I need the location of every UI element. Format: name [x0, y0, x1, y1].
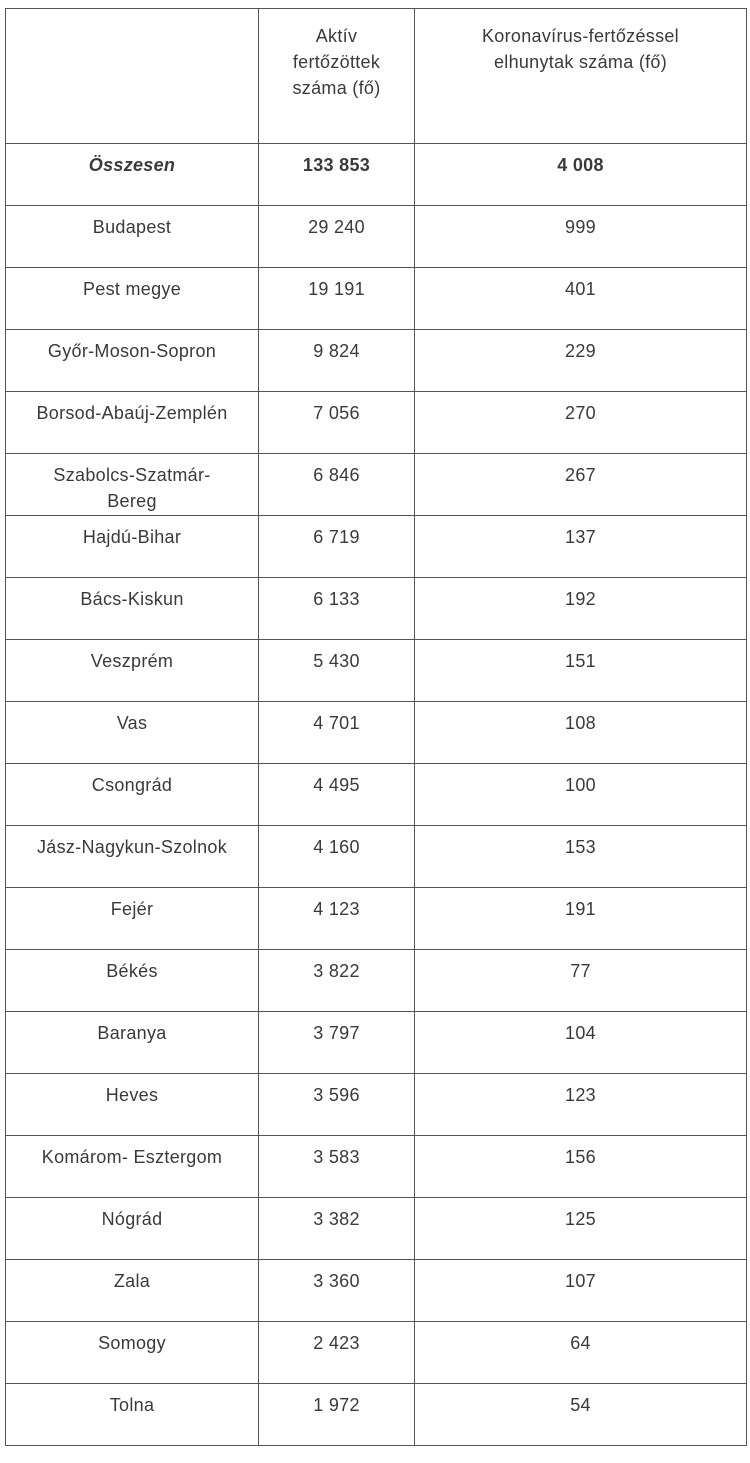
value-cell: 3 797: [258, 1011, 415, 1074]
value-cell: 156: [414, 1135, 747, 1198]
value-cell: 3 360: [258, 1259, 415, 1322]
value-cell: 6 846: [258, 453, 415, 516]
value-cell: 2 423: [258, 1321, 415, 1384]
table-row: Tolna 1 972 54: [5, 1383, 747, 1446]
county-cell: Fejér: [5, 887, 259, 950]
value-cell: 267: [414, 453, 747, 516]
county-cell: Somogy: [5, 1321, 259, 1384]
county-cell: Hajdú-Bihar: [5, 515, 259, 578]
value-cell: 153: [414, 825, 747, 888]
value-cell: 5 430: [258, 639, 415, 702]
value-cell: 1 972: [258, 1383, 415, 1446]
value-cell: 3 596: [258, 1073, 415, 1136]
county-cell: Győr-Moson-Sopron: [5, 329, 259, 392]
value-cell: 4 123: [258, 887, 415, 950]
value-cell: 3 822: [258, 949, 415, 1012]
value-cell: 4 701: [258, 701, 415, 764]
value-cell: 7 056: [258, 391, 415, 454]
table-row: Heves 3 596 123: [5, 1073, 747, 1136]
table-row: Békés 3 822 77: [5, 949, 747, 1012]
county-cell: Zala: [5, 1259, 259, 1322]
value-cell: 19 191: [258, 267, 415, 330]
table-row: Baranya 3 797 104: [5, 1011, 747, 1074]
county-cell: Pest megye: [5, 267, 259, 330]
table-row: Fejér 4 123 191: [5, 887, 747, 950]
value-cell: 229: [414, 329, 747, 392]
table-row: Pest megye 19 191 401: [5, 267, 747, 330]
value-cell: 108: [414, 701, 747, 764]
table-row: Budapest 29 240 999: [5, 205, 747, 268]
table-row: Borsod-Abaúj-Zemplén 7 056 270: [5, 391, 747, 454]
value-cell: 6 133: [258, 577, 415, 640]
table-row: Győr-Moson-Sopron 9 824 229: [5, 329, 747, 392]
table-row: Nógrád 3 382 125: [5, 1197, 747, 1260]
table-row: Összesen 133 853 4 008: [5, 143, 747, 206]
data-table: Aktív fertőzöttek száma (fő) Koronavírus…: [5, 8, 747, 1446]
value-cell: 999: [414, 205, 747, 268]
value-cell: 3 583: [258, 1135, 415, 1198]
value-cell: 191: [414, 887, 747, 950]
value-cell: 54: [414, 1383, 747, 1446]
header-cell: [5, 8, 259, 144]
table-row: Somogy 2 423 64: [5, 1321, 747, 1384]
value-cell: 104: [414, 1011, 747, 1074]
value-cell: 4 008: [414, 143, 747, 206]
table-header: Aktív fertőzöttek száma (fő) Koronavírus…: [5, 8, 747, 144]
county-cell: Jász-Nagykun-Szolnok: [5, 825, 259, 888]
county-cell: Budapest: [5, 205, 259, 268]
county-cell: Baranya: [5, 1011, 259, 1074]
value-cell: 137: [414, 515, 747, 578]
value-cell: 4 160: [258, 825, 415, 888]
table-row: Vas 4 701 108: [5, 701, 747, 764]
county-cell: Borsod-Abaúj-Zemplén: [5, 391, 259, 454]
header-cell: Koronavírus-fertőzéssel elhunytak száma …: [414, 8, 747, 144]
table-row: Komárom- Esztergom 3 583 156: [5, 1135, 747, 1198]
value-cell: 100: [414, 763, 747, 826]
value-cell: 192: [414, 577, 747, 640]
table-row: Hajdú-Bihar 6 719 137: [5, 515, 747, 578]
county-cell: Komárom- Esztergom: [5, 1135, 259, 1198]
value-cell: 6 719: [258, 515, 415, 578]
county-cell: Tolna: [5, 1383, 259, 1446]
table-row: Veszprém 5 430 151: [5, 639, 747, 702]
county-cell: Nógrád: [5, 1197, 259, 1260]
value-cell: 3 382: [258, 1197, 415, 1260]
county-cell: Csongrád: [5, 763, 259, 826]
county-cell: Veszprém: [5, 639, 259, 702]
value-cell: 29 240: [258, 205, 415, 268]
table-row: Csongrád 4 495 100: [5, 763, 747, 826]
table-row: Bács-Kiskun 6 133 192: [5, 577, 747, 640]
value-cell: 401: [414, 267, 747, 330]
county-cell: Vas: [5, 701, 259, 764]
value-cell: 270: [414, 391, 747, 454]
header-cell: Aktív fertőzöttek száma (fő): [258, 8, 415, 144]
table-body: Összesen 133 853 4 008 Budapest 29 240 999 Pes…: [5, 143, 747, 1446]
value-cell: 123: [414, 1073, 747, 1136]
value-cell: 125: [414, 1197, 747, 1260]
table-row: Zala 3 360 107: [5, 1259, 747, 1322]
table-row: Jász-Nagykun-Szolnok 4 160 153: [5, 825, 747, 888]
value-cell: 151: [414, 639, 747, 702]
county-cell: Összesen: [5, 143, 259, 206]
table-row: Szabolcs-Szatmár-Bereg 6 846 267: [5, 453, 747, 516]
value-cell: 9 824: [258, 329, 415, 392]
value-cell: 4 495: [258, 763, 415, 826]
value-cell: 107: [414, 1259, 747, 1322]
county-cell: Szabolcs-Szatmár-Bereg: [5, 453, 259, 516]
header-row: Aktív fertőzöttek száma (fő) Koronavírus…: [5, 8, 747, 144]
value-cell: 77: [414, 949, 747, 1012]
county-cell: Bács-Kiskun: [5, 577, 259, 640]
county-cell: Békés: [5, 949, 259, 1012]
value-cell: 133 853: [258, 143, 415, 206]
county-cell: Heves: [5, 1073, 259, 1136]
value-cell: 64: [414, 1321, 747, 1384]
